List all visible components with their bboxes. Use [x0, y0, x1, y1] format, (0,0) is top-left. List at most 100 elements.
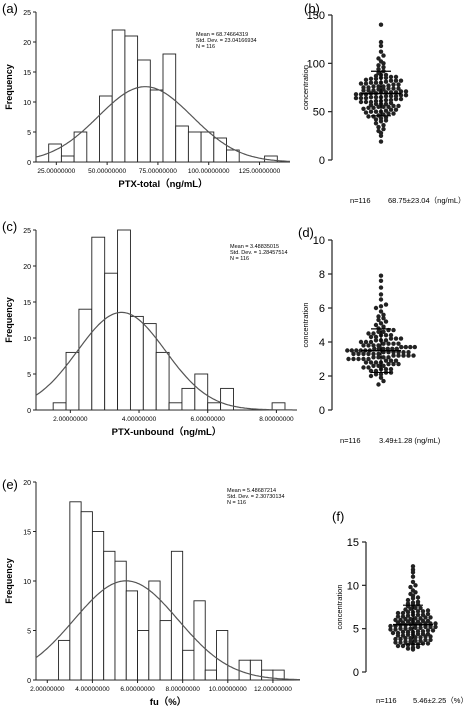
data-point: [395, 610, 401, 616]
data-point: [381, 324, 386, 329]
data-point: [383, 72, 389, 78]
histogram-bar: [181, 387, 196, 411]
y-tick-label: 5: [27, 372, 31, 379]
data-point: [391, 341, 396, 346]
data-point: [373, 95, 379, 100]
data-point: [366, 114, 371, 119]
data-point: [361, 343, 366, 348]
data-point: [420, 609, 426, 614]
y-tick-label: 10: [313, 235, 325, 247]
data-point: [410, 564, 416, 569]
data-point: [391, 327, 396, 333]
caption-n: n=116: [350, 196, 371, 205]
data-point: [376, 84, 381, 89]
data-point: [398, 640, 403, 645]
x-tick-label: 6.00000000: [191, 416, 226, 423]
data-point: [391, 103, 396, 109]
dotplot-fu: 0 5 10 15 concentration n=116 5.46±2.25（%）: [335, 537, 468, 705]
x-tick-label: 6.00000000: [120, 686, 155, 693]
data-point: [396, 353, 401, 358]
x-tick-label: 125.00000000: [239, 168, 281, 175]
data-point: [403, 89, 409, 94]
data-point: [378, 116, 384, 121]
data-point: [415, 619, 421, 624]
histogram-bar: [168, 402, 183, 411]
data-point: [398, 617, 403, 623]
data-point: [425, 631, 431, 637]
data-point: [376, 56, 381, 61]
data-point: [366, 351, 371, 357]
data-point: [383, 367, 389, 372]
data-point: [346, 356, 351, 362]
data-point: [425, 641, 431, 646]
data-point: [353, 92, 359, 97]
data-point: [425, 618, 431, 624]
data-point: [386, 355, 391, 360]
data-point: [366, 356, 371, 362]
data-point: [396, 361, 401, 367]
data-point: [383, 101, 389, 107]
caption-mean-sd: 3.49±1.28 (ng/mL): [379, 436, 441, 445]
y-tick-label: 5: [353, 624, 359, 636]
data-point: [388, 333, 394, 338]
data-point: [368, 76, 374, 82]
data-point: [408, 636, 413, 641]
data-point: [383, 319, 389, 324]
data-point: [415, 599, 421, 604]
data-point: [403, 607, 408, 612]
data-point: [381, 126, 386, 132]
data-point: [378, 39, 384, 45]
data-point: [373, 73, 379, 79]
data-point: [388, 367, 394, 372]
y-tick-label: 50: [313, 107, 325, 119]
data-point: [363, 110, 369, 115]
data-point: [412, 344, 417, 350]
data-point: [383, 108, 389, 113]
histogram-ptx-total: 0 5 10 15 20 25 25.00000000 50.00000000 75.00000…: [4, 10, 291, 190]
data-point: [408, 584, 413, 590]
data-point: [388, 336, 394, 341]
data-point: [391, 86, 396, 91]
data-point: [396, 103, 401, 109]
data-point: [354, 348, 359, 353]
data-point: [383, 333, 389, 338]
data-point: [393, 74, 399, 80]
data-point: [378, 321, 384, 326]
data-point: [433, 621, 438, 626]
data-point: [386, 104, 391, 110]
data-point: [418, 638, 423, 643]
data-point: [381, 329, 386, 334]
data-point: [418, 616, 423, 621]
panel-letter-d: (d): [298, 225, 314, 240]
data-point: [358, 339, 364, 345]
data-point: [371, 351, 376, 357]
y-tick-label: 4: [319, 337, 325, 349]
data-point: [428, 637, 433, 643]
data-point: [398, 78, 404, 83]
data-point: [388, 627, 393, 632]
data-point: [381, 316, 386, 321]
data-point: [406, 353, 411, 358]
data-point: [378, 59, 384, 64]
histogram-bar: [91, 236, 106, 411]
y-tick-label: 5: [27, 130, 31, 137]
data-point: [376, 351, 381, 357]
histogram-bar: [193, 600, 206, 681]
data-point: [366, 105, 371, 111]
data-point: [393, 636, 398, 642]
data-point: [388, 107, 394, 112]
histogram-bar: [137, 59, 151, 163]
data-point: [399, 344, 404, 350]
data-point: [411, 353, 416, 358]
data-point: [391, 361, 396, 367]
x-axis-label: PTX-unbound（ng/mL）: [112, 426, 222, 438]
data-point: [425, 608, 431, 613]
data-point: [373, 338, 379, 343]
data-point: [366, 331, 371, 336]
data-point: [376, 329, 381, 334]
data-point: [376, 343, 381, 348]
panel-letter-c: (c): [2, 219, 17, 234]
y-tick-label: 10: [23, 100, 31, 107]
histogram-bar: [117, 229, 131, 411]
